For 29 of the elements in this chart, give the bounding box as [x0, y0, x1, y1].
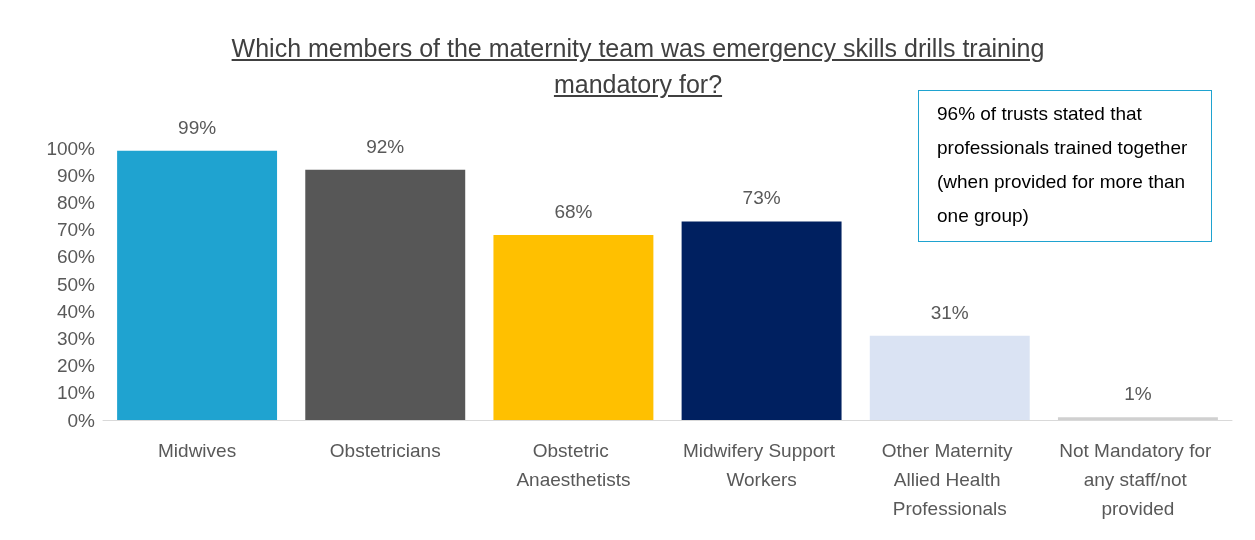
data-label: 68%	[554, 201, 593, 223]
y-tick-label: 100%	[46, 137, 96, 159]
x-tick-label: Other Maternity Allied Health Professionals	[881, 440, 1018, 519]
x-tick-label: Not Mandatory for any staff/not provided	[1059, 440, 1217, 519]
y-tick-label: 60%	[56, 246, 96, 268]
x-tick-label: Obstetricians	[329, 440, 441, 461]
y-tick-label: 50%	[56, 273, 96, 295]
x-tick-label: Obstetric Anaesthetists	[516, 440, 631, 490]
y-tick-label: 10%	[56, 382, 96, 404]
x-tick-label: Midwifery Support Workers	[682, 440, 841, 490]
y-tick-label: 70%	[56, 219, 96, 241]
y-tick-label: 30%	[56, 327, 96, 349]
data-label: 31%	[930, 301, 969, 323]
y-tick-label: 80%	[56, 191, 96, 213]
y-tick-label: 40%	[56, 300, 96, 322]
y-tick-label: 0%	[67, 409, 96, 431]
data-label: 92%	[366, 135, 405, 157]
y-tick-label: 20%	[56, 355, 96, 377]
bar	[869, 335, 1030, 420]
bar	[681, 221, 842, 420]
bar	[305, 169, 466, 420]
data-label: 99%	[178, 116, 217, 138]
y-tick-label: 90%	[56, 164, 96, 186]
data-label: 73%	[742, 187, 781, 209]
annotation: 96% of trusts stated that professionals trained together (when provided for more than one group)	[918, 90, 1212, 242]
bar	[117, 150, 278, 420]
data-label: 1%	[1124, 383, 1152, 405]
bar	[493, 235, 654, 420]
x-tick-label: Midwives	[158, 440, 237, 461]
